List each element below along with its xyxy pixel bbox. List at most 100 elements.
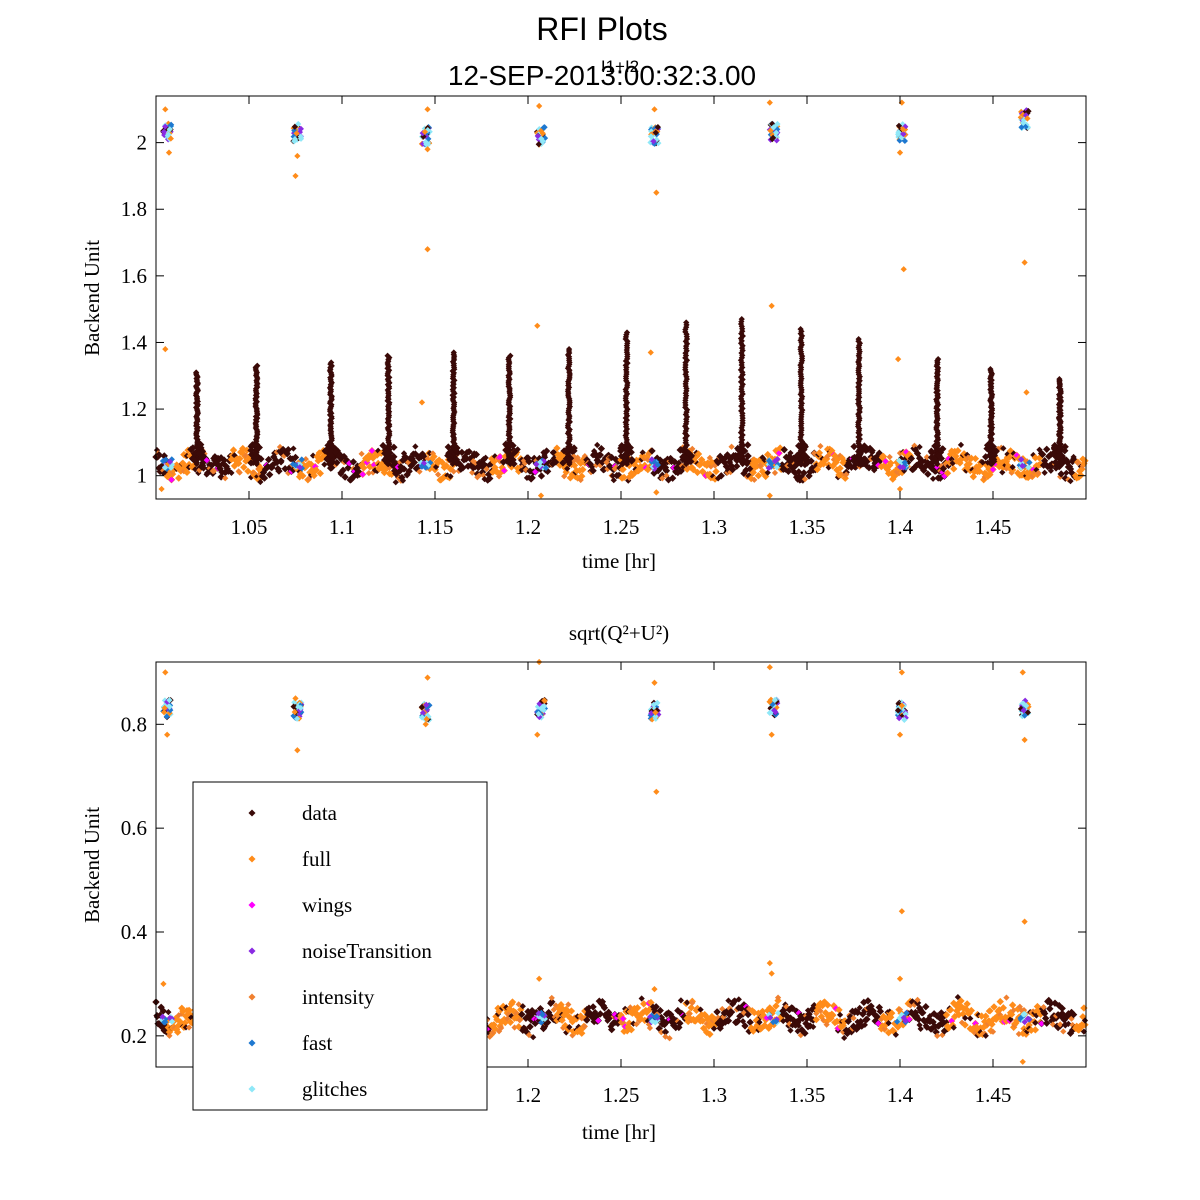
data-point (1040, 1009, 1049, 1018)
band-point (392, 479, 399, 486)
outlier-point (534, 731, 541, 738)
data-point (801, 1029, 809, 1037)
data-point (597, 444, 606, 453)
x-tick-label: 1.25 (603, 1083, 640, 1107)
data-point (907, 454, 916, 463)
spike-base-point (795, 442, 803, 450)
noise-cluster-base-point (159, 1013, 166, 1020)
x-tick-label: 1.35 (789, 515, 826, 539)
band-point (581, 1023, 588, 1030)
band-point (530, 1034, 537, 1041)
spike-base-point (199, 459, 207, 467)
legend-label-data: data (302, 801, 338, 825)
data-point (339, 466, 347, 474)
spike-base-point (677, 446, 685, 454)
spike-base-point (190, 449, 199, 458)
band-point (610, 477, 617, 484)
spike-base-point (793, 452, 801, 460)
band-point (961, 1014, 969, 1022)
band-point (771, 469, 779, 476)
band-point (399, 477, 407, 484)
band-point (482, 454, 489, 461)
full-point (957, 997, 965, 1005)
data-point (864, 997, 872, 1005)
data-point (717, 472, 725, 480)
band-point (166, 1032, 173, 1039)
data-point (876, 1007, 885, 1016)
band-point (321, 461, 328, 468)
full-point (625, 1019, 633, 1027)
noise-cluster-point (771, 707, 778, 714)
full-point (633, 1004, 642, 1012)
band-point (728, 443, 735, 450)
full-point (693, 468, 702, 477)
x-tick-label: 1.1 (329, 515, 355, 539)
noise-cluster-point (901, 716, 908, 724)
band-point (594, 441, 601, 449)
spike-base-point (189, 444, 197, 452)
full-point (508, 998, 517, 1006)
legend-label-glitches: glitches (302, 1077, 367, 1101)
band-point (689, 999, 696, 1007)
spike-base-point (562, 454, 571, 463)
y-tick-label: 0.4 (121, 920, 148, 944)
band-point (917, 1025, 924, 1033)
full-point (835, 1006, 843, 1014)
full-point (687, 1004, 695, 1012)
spike-base-point (628, 456, 636, 464)
full-point (553, 444, 561, 452)
plot2-ylabel: Backend Unit (80, 807, 104, 923)
full-point (990, 1003, 998, 1011)
y-tick-label: 1 (137, 464, 148, 488)
full-point (977, 1012, 986, 1020)
full-point (627, 1026, 636, 1034)
figure-title: RFI Plots (536, 11, 668, 47)
outlier-point (1021, 918, 1028, 925)
full-point (243, 446, 251, 454)
outlier-point (651, 106, 658, 113)
band-point (861, 1021, 868, 1028)
full-point (706, 1030, 714, 1038)
band-point (450, 468, 457, 475)
data-point (260, 474, 269, 482)
outlier-point (165, 149, 173, 156)
full-point (996, 997, 1004, 1006)
data-point (865, 464, 873, 472)
noise-cluster-base-point (298, 456, 305, 463)
full-point (694, 450, 703, 458)
full-point (836, 464, 844, 472)
plot1-overlay-label: I1+I2 (601, 57, 639, 76)
full-point (999, 1004, 1008, 1012)
wings-point (1038, 1020, 1045, 1027)
band-point (1070, 453, 1077, 461)
x-tick-label: 1.3 (701, 515, 727, 539)
band-point (472, 459, 479, 466)
band-point (290, 445, 297, 452)
data-point (1069, 1010, 1078, 1019)
band-point (677, 997, 685, 1004)
noise-cluster-base-point (770, 1019, 777, 1026)
y-tick-label: 1.6 (121, 264, 147, 288)
spike-base-point (247, 459, 255, 467)
data-point (668, 474, 677, 482)
data-point (333, 458, 341, 467)
outlier-point (896, 975, 904, 982)
data-point (1058, 1004, 1066, 1013)
spike-point (623, 329, 631, 336)
data-point (1043, 445, 1051, 453)
full-point (712, 467, 720, 476)
data-point (265, 471, 274, 479)
data-point (589, 1003, 597, 1011)
x-tick-label: 1.2 (515, 1083, 541, 1107)
legend-label-noiseTransition: noiseTransition (302, 939, 432, 963)
data-point (589, 467, 597, 475)
data-point (724, 1017, 733, 1025)
spike-base-point (801, 443, 809, 451)
full-point (772, 1002, 780, 1010)
noise-cluster-point (1020, 707, 1027, 714)
full-point (312, 466, 320, 474)
outlier-point (898, 669, 905, 676)
x-tick-label: 1.05 (231, 515, 268, 539)
data-point (919, 1009, 927, 1017)
